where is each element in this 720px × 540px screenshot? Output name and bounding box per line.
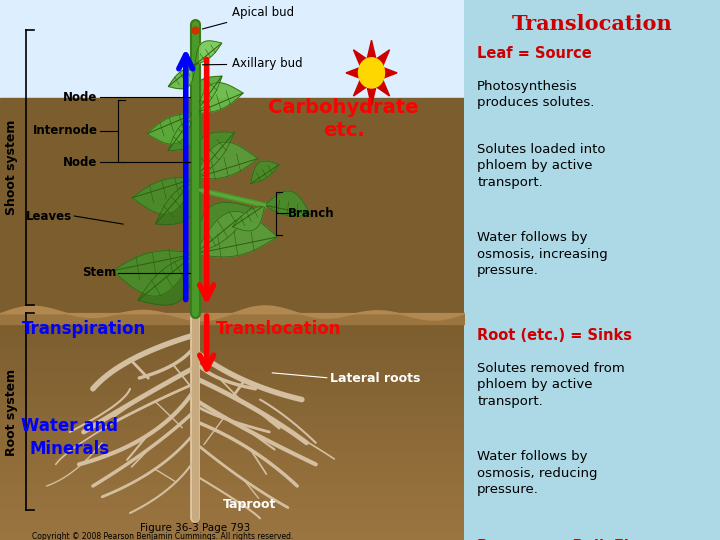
Text: Translocation: Translocation — [216, 320, 341, 339]
Bar — [0, 256, 464, 483]
Bar — [0, 109, 464, 336]
Polygon shape — [194, 76, 222, 113]
Polygon shape — [168, 65, 195, 89]
Text: Node: Node — [63, 91, 97, 104]
Text: Photosynthesis
produces solutes.: Photosynthesis produces solutes. — [477, 80, 595, 110]
Polygon shape — [195, 142, 258, 179]
Text: Figure 36-3 Page 793: Figure 36-3 Page 793 — [140, 523, 250, 533]
Bar — [0, 211, 464, 438]
Polygon shape — [113, 251, 195, 296]
Bar — [0, 98, 464, 325]
Text: Water follows by
osmosis, reducing
pressure.: Water follows by osmosis, reducing press… — [477, 450, 598, 496]
Polygon shape — [168, 113, 197, 151]
Polygon shape — [233, 205, 265, 231]
Text: Water follows by
osmosis, increasing
pressure.: Water follows by osmosis, increasing pre… — [477, 231, 608, 277]
Bar — [0, 222, 464, 449]
Text: Axillary bud: Axillary bud — [202, 57, 303, 71]
Polygon shape — [195, 41, 222, 65]
Bar — [0, 154, 464, 381]
Text: Lateral roots: Lateral roots — [330, 372, 420, 384]
Text: Shoot system: Shoot system — [5, 120, 18, 215]
Polygon shape — [156, 178, 195, 225]
Text: Solutes loaded into
phloem by active
transport.: Solutes loaded into phloem by active tra… — [477, 143, 606, 188]
Bar — [0, 177, 464, 404]
Bar — [0, 143, 464, 370]
Text: Apical bud: Apical bud — [202, 6, 294, 29]
Bar — [0, 291, 464, 517]
Polygon shape — [346, 40, 397, 106]
Bar — [0, 188, 464, 415]
Polygon shape — [265, 191, 310, 217]
Bar — [0, 200, 464, 427]
Circle shape — [359, 58, 384, 88]
Polygon shape — [138, 254, 195, 305]
Text: Translocation: Translocation — [512, 14, 672, 33]
Text: Water and
Minerals: Water and Minerals — [21, 417, 118, 457]
Bar — [0, 313, 464, 540]
Text: Carbohydrate
etc.: Carbohydrate etc. — [269, 98, 419, 140]
Text: Stem: Stem — [82, 266, 116, 279]
Bar — [0, 268, 464, 495]
Text: Root system: Root system — [5, 368, 18, 456]
Text: Branch: Branch — [288, 207, 335, 220]
Bar — [0, 245, 464, 472]
Text: Taproot: Taproot — [223, 498, 276, 511]
Text: Root (etc.) = Sinks: Root (etc.) = Sinks — [477, 328, 632, 343]
Bar — [0, 0, 464, 313]
Bar — [0, 279, 464, 506]
Bar — [0, 234, 464, 461]
Bar — [0, 166, 464, 393]
Text: Solutes removed from
phloem by active
transport.: Solutes removed from phloem by active tr… — [477, 362, 625, 408]
Bar — [0, 120, 464, 347]
Bar — [0, 302, 464, 529]
Text: Node: Node — [63, 156, 97, 168]
Bar — [0, 132, 464, 359]
Polygon shape — [147, 113, 195, 144]
Text: Pressure = Bulk Flow: Pressure = Bulk Flow — [477, 539, 652, 540]
Polygon shape — [251, 161, 279, 184]
Polygon shape — [194, 132, 235, 178]
Polygon shape — [132, 178, 195, 214]
Polygon shape — [195, 212, 277, 257]
Text: Transpiration: Transpiration — [22, 320, 145, 339]
Text: Leaves: Leaves — [26, 210, 72, 222]
Text: Copyright © 2008 Pearson Benjamin Cummings. All rights reserved.: Copyright © 2008 Pearson Benjamin Cummin… — [32, 532, 293, 540]
Text: Internode: Internode — [32, 124, 97, 138]
Text: Leaf = Source: Leaf = Source — [477, 46, 592, 61]
Polygon shape — [195, 202, 252, 254]
Polygon shape — [195, 83, 243, 113]
